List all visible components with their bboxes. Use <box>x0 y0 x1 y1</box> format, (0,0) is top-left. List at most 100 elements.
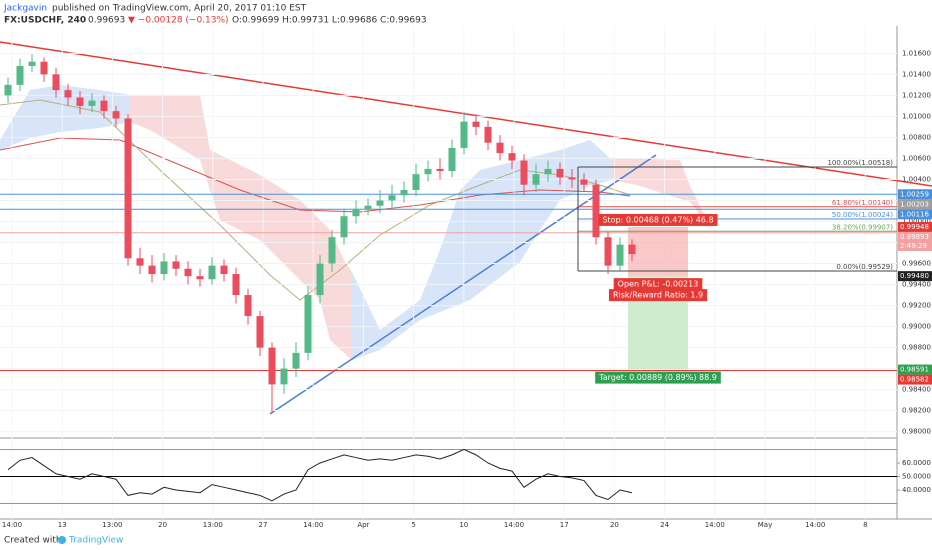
x-tick-label: 24 <box>660 521 669 529</box>
candle-body <box>268 347 276 385</box>
author: Jackgavin <box>3 4 47 14</box>
candle-body <box>532 174 540 185</box>
fib-label: 38.20%(0.99907) <box>832 223 893 231</box>
last-price: 0.99693 <box>88 16 125 26</box>
candle-body <box>412 174 420 190</box>
price-badge-label: 1.00116 <box>900 210 929 218</box>
target-label: Target: 0.00889 (0.89%) 88.9 <box>598 373 717 382</box>
candle-body <box>16 65 24 85</box>
candle-body <box>196 276 204 280</box>
candle-body <box>64 90 72 98</box>
price-badge <box>898 364 932 375</box>
candle-body <box>436 168 444 172</box>
x-tick-label: 17 <box>560 521 569 529</box>
price-badge-label: 0.99948 <box>900 223 929 231</box>
candle-body <box>184 268 192 277</box>
price-badge <box>898 209 932 220</box>
y-tick-label: 1.00000 <box>902 217 931 225</box>
candle-body <box>508 153 516 161</box>
candle-body <box>376 200 384 206</box>
x-tick-label: 14:00 <box>805 521 825 529</box>
candle-body <box>52 74 60 91</box>
candle-body <box>220 265 228 275</box>
y-tick-label: 1.01200 <box>902 91 931 99</box>
candle-body <box>100 100 108 112</box>
y-tick-label: 1.00800 <box>902 133 931 141</box>
y-tick-label: 0.98000 <box>902 428 931 436</box>
target-label-bg <box>595 371 721 384</box>
y-tick-label: 0.99000 <box>902 323 931 331</box>
fib-label: 50.00%(1.00024) <box>832 211 893 219</box>
brand-logo <box>58 536 66 544</box>
x-tick-label: 20 <box>158 521 167 529</box>
cloud-bear <box>130 95 352 360</box>
candle-body <box>364 205 372 209</box>
y-tick-label: 0.98800 <box>902 344 931 352</box>
footer-brand: TradingView <box>68 536 123 546</box>
price-badge-label: 0.98591 <box>900 366 929 374</box>
y-tick-label: 0.99200 <box>902 302 931 310</box>
price-badge-label: 1.00203 <box>900 200 929 208</box>
y-tick-label: 0.98200 <box>902 407 931 415</box>
y-tick-label: 1.00600 <box>902 154 931 162</box>
fib-label: 0.00%(0.99529) <box>836 263 893 271</box>
stop-zone <box>628 226 688 277</box>
candle-body <box>160 261 168 275</box>
rr-label: Risk/Reward Ratio: 1.9 <box>613 291 703 300</box>
candle-body <box>388 195 396 201</box>
y-tick-label: 1.00400 <box>902 175 931 183</box>
x-tick-label: 14:00 <box>705 521 725 529</box>
candle-body <box>4 84 12 96</box>
x-tick-label: 10 <box>459 521 468 529</box>
candle-body <box>208 265 216 280</box>
cloud-bear <box>612 158 712 230</box>
pnl-label: Open P&L: -0.00213 <box>618 280 699 289</box>
x-tick-label: 13:00 <box>203 521 223 529</box>
price-badge <box>898 231 932 242</box>
y-tick-label: 0.99600 <box>902 260 931 268</box>
candle-body <box>328 237 336 264</box>
candle-body <box>232 274 240 296</box>
candle-body <box>244 295 252 317</box>
change: ▼ −0.00128 (−0.13%) <box>128 16 229 26</box>
candle-body <box>400 189 408 196</box>
y-tick-label: 60.0000 <box>902 459 931 467</box>
candle-body <box>136 258 144 266</box>
y-tick-label: 40.0000 <box>902 486 931 494</box>
y-tick-label: 1.01600 <box>902 49 931 57</box>
price-badge <box>898 271 932 282</box>
candle-body <box>304 295 312 353</box>
x-tick-label: May <box>758 521 772 529</box>
candle-body <box>484 126 492 143</box>
x-tick-label: 14:00 <box>303 521 323 529</box>
candle-body <box>472 121 480 127</box>
x-tick-label: 27 <box>259 521 268 529</box>
candle-body <box>28 61 36 66</box>
candle-body <box>556 168 564 178</box>
price-badge-label: 0.99893 <box>900 233 929 241</box>
y-tick-label: 1.01400 <box>902 70 931 78</box>
ohlc: O:0.99699 H:0.99731 L:0.99686 C:0.99693 <box>232 16 427 26</box>
candle-body <box>40 61 48 75</box>
candle-body <box>604 237 612 266</box>
candle-body <box>316 263 324 296</box>
candle-body <box>76 97 84 106</box>
candle-body <box>592 184 600 238</box>
x-tick-label: 13:00 <box>102 521 122 529</box>
candle-body <box>568 177 576 180</box>
candle-body <box>580 179 588 185</box>
candle-body <box>88 100 96 106</box>
x-tick-label: 14:00 <box>504 521 524 529</box>
x-tick-label: 8 <box>863 521 867 529</box>
candle-body <box>112 111 120 119</box>
price-badge-label: 1.00259 <box>900 190 929 198</box>
rr-label-bg <box>608 289 708 302</box>
y-tick-label: 1.01000 <box>902 112 931 120</box>
cloud-bull <box>352 140 612 360</box>
price-badge-label: 0.98582 <box>900 376 929 384</box>
price-badge-label: 0.99480 <box>900 272 929 280</box>
countdown-bg <box>898 241 932 251</box>
x-tick-label: Apr <box>357 521 369 529</box>
stop-label: Stop: 0.00468 (0.47%) 46.8 <box>602 215 713 224</box>
moving-average <box>0 137 631 213</box>
